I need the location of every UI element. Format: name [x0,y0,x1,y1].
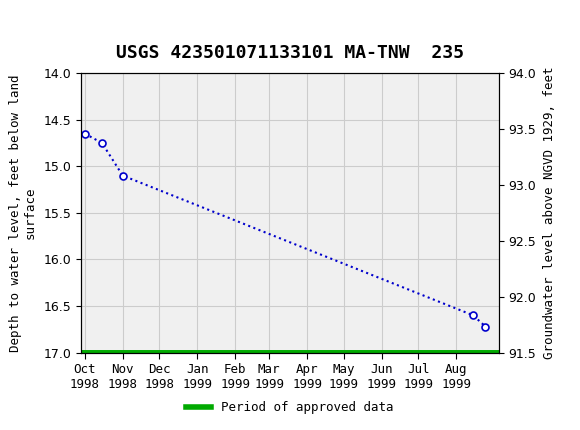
Legend: Period of approved data: Period of approved data [181,396,399,419]
Text: ▃USGS: ▃USGS [12,15,78,37]
Text: USGS 423501071133101 MA-TNW  235: USGS 423501071133101 MA-TNW 235 [116,44,464,62]
Y-axis label: Depth to water level, feet below land
surface: Depth to water level, feet below land su… [9,74,37,352]
Y-axis label: Groundwater level above NGVD 1929, feet: Groundwater level above NGVD 1929, feet [543,67,556,359]
